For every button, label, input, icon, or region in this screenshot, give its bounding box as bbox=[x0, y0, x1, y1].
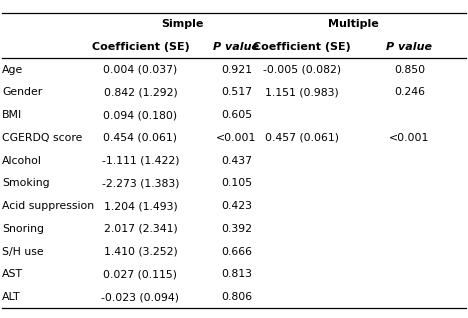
Text: Coefficient (SE): Coefficient (SE) bbox=[92, 42, 189, 52]
Text: 0.437: 0.437 bbox=[221, 156, 252, 166]
Text: Smoking: Smoking bbox=[2, 178, 50, 188]
Text: Age: Age bbox=[2, 65, 23, 75]
Text: 0.105: 0.105 bbox=[221, 178, 252, 188]
Text: 0.246: 0.246 bbox=[394, 87, 425, 97]
Text: P value: P value bbox=[213, 42, 259, 52]
Text: 0.517: 0.517 bbox=[221, 87, 252, 97]
Text: 0.605: 0.605 bbox=[221, 110, 252, 120]
Text: -1.111 (1.422): -1.111 (1.422) bbox=[102, 156, 179, 166]
Text: -2.273 (1.383): -2.273 (1.383) bbox=[102, 178, 179, 188]
Text: Coefficient (SE): Coefficient (SE) bbox=[253, 42, 351, 52]
Text: 1.151 (0.983): 1.151 (0.983) bbox=[265, 87, 339, 97]
Text: Snoring: Snoring bbox=[2, 224, 44, 234]
Text: 0.850: 0.850 bbox=[394, 65, 425, 75]
Text: P value: P value bbox=[387, 42, 432, 52]
Text: 1.204 (1.493): 1.204 (1.493) bbox=[103, 201, 177, 211]
Text: <0.001: <0.001 bbox=[389, 133, 430, 143]
Text: 0.423: 0.423 bbox=[221, 201, 252, 211]
Text: ALT: ALT bbox=[2, 292, 21, 302]
Text: 0.004 (0.037): 0.004 (0.037) bbox=[103, 65, 177, 75]
Text: 0.392: 0.392 bbox=[221, 224, 252, 234]
Text: 0.921: 0.921 bbox=[221, 65, 252, 75]
Text: <0.001: <0.001 bbox=[216, 133, 256, 143]
Text: 0.806: 0.806 bbox=[221, 292, 252, 302]
Text: Simple: Simple bbox=[161, 19, 204, 29]
Text: 0.842 (1.292): 0.842 (1.292) bbox=[103, 87, 177, 97]
Text: 0.027 (0.115): 0.027 (0.115) bbox=[103, 269, 177, 279]
Text: 0.094 (0.180): 0.094 (0.180) bbox=[103, 110, 177, 120]
Text: -0.005 (0.082): -0.005 (0.082) bbox=[263, 65, 341, 75]
Text: -0.023 (0.094): -0.023 (0.094) bbox=[102, 292, 179, 302]
Text: CGERDQ score: CGERDQ score bbox=[2, 133, 83, 143]
Text: 0.454 (0.061): 0.454 (0.061) bbox=[103, 133, 177, 143]
Text: AST: AST bbox=[2, 269, 23, 279]
Text: Acid suppression: Acid suppression bbox=[2, 201, 95, 211]
Text: 0.813: 0.813 bbox=[221, 269, 252, 279]
Text: 0.666: 0.666 bbox=[221, 246, 252, 257]
Text: Alcohol: Alcohol bbox=[2, 156, 42, 166]
Text: Multiple: Multiple bbox=[328, 19, 379, 29]
Text: S/H use: S/H use bbox=[2, 246, 44, 257]
Text: 0.457 (0.061): 0.457 (0.061) bbox=[265, 133, 339, 143]
Text: BMI: BMI bbox=[2, 110, 22, 120]
Text: 2.017 (2.341): 2.017 (2.341) bbox=[103, 224, 177, 234]
Text: 1.410 (3.252): 1.410 (3.252) bbox=[103, 246, 177, 257]
Text: Gender: Gender bbox=[2, 87, 43, 97]
